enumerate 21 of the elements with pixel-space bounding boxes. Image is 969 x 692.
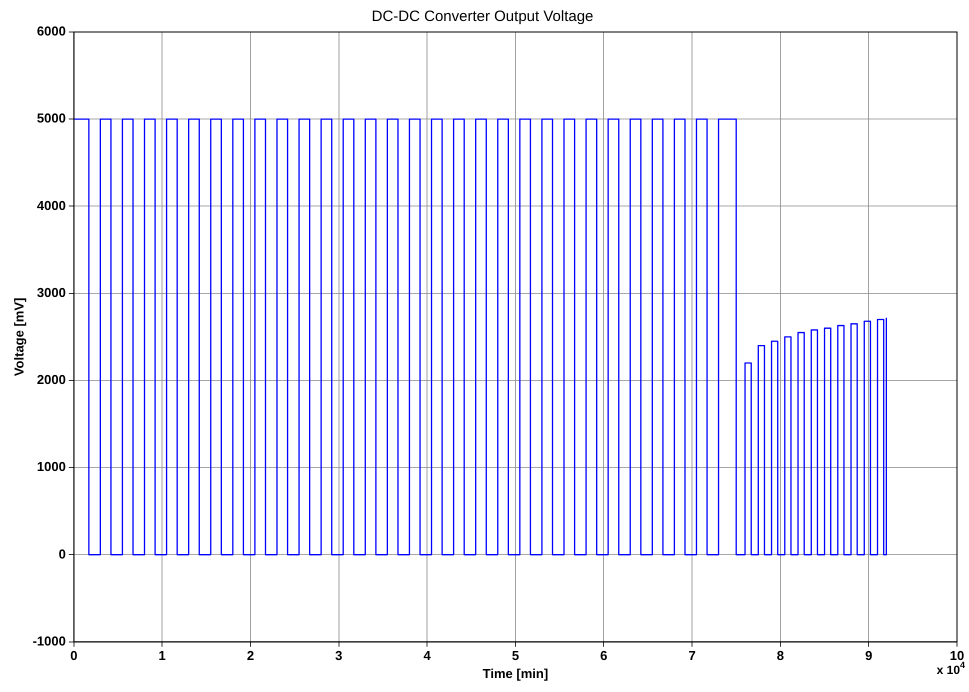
x-axis-title: Time [min] [482,666,548,681]
y-tick-label: -1000 [32,633,66,648]
y-axis-title: Voltage [mV] [11,298,26,376]
y-tick-label: 5000 [36,110,66,126]
y-tick-label: 3000 [36,284,66,300]
chart-title: DC-DC Converter Output Voltage [372,8,594,26]
x-tick-label: 9 [865,648,872,664]
x-tick-label: 7 [688,648,696,664]
y-tick-label: 2000 [36,372,66,388]
y-tick-label: 4000 [36,198,66,213]
x-tick-label: 4 [423,648,432,664]
x-tick-label: 8 [776,648,784,664]
x-tick-label: 2 [246,648,254,664]
x-tick-label: 1 [158,648,166,664]
x-tick-label: 3 [335,648,342,664]
x-tick-label: 6 [600,648,608,664]
y-tick-label: 1000 [36,459,66,474]
x-tick-label: 0 [70,648,78,664]
y-tick-label: 0 [58,546,66,562]
y-tick-label: 6000 [36,24,66,39]
x-tick-label: 5 [512,648,520,664]
